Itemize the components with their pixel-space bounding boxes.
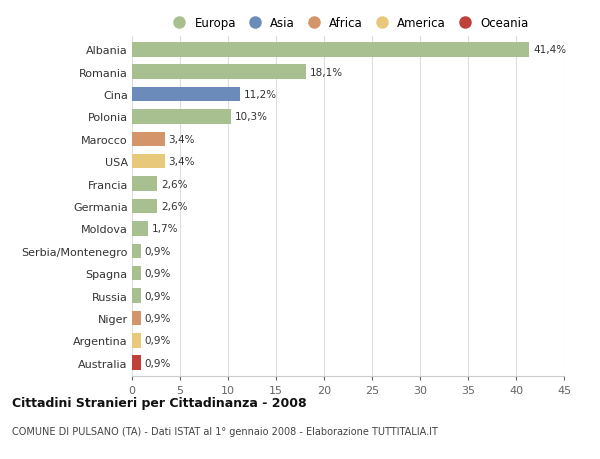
Bar <box>132 132 164 147</box>
Legend: Europa, Asia, Africa, America, Oceania: Europa, Asia, Africa, America, Oceania <box>164 14 532 34</box>
Bar <box>132 289 140 303</box>
Bar <box>132 266 140 281</box>
Text: 0,9%: 0,9% <box>145 269 171 279</box>
Text: 10,3%: 10,3% <box>235 112 268 122</box>
Bar <box>132 177 157 191</box>
Bar <box>132 199 157 214</box>
Text: 2,6%: 2,6% <box>161 202 187 212</box>
Bar <box>132 311 140 325</box>
Text: 2,6%: 2,6% <box>161 179 187 189</box>
Text: 11,2%: 11,2% <box>244 90 277 100</box>
Bar <box>132 65 306 80</box>
Bar <box>132 222 148 236</box>
Text: 3,4%: 3,4% <box>169 134 195 145</box>
Bar <box>132 244 140 258</box>
Text: 1,7%: 1,7% <box>152 224 179 234</box>
Bar <box>132 43 529 57</box>
Bar <box>132 110 231 124</box>
Text: 41,4%: 41,4% <box>533 45 566 55</box>
Text: 0,9%: 0,9% <box>145 313 171 323</box>
Text: COMUNE DI PULSANO (TA) - Dati ISTAT al 1° gennaio 2008 - Elaborazione TUTTITALIA: COMUNE DI PULSANO (TA) - Dati ISTAT al 1… <box>12 426 438 436</box>
Bar <box>132 155 164 169</box>
Bar <box>132 356 140 370</box>
Bar <box>132 88 239 102</box>
Text: Cittadini Stranieri per Cittadinanza - 2008: Cittadini Stranieri per Cittadinanza - 2… <box>12 396 307 409</box>
Text: 0,9%: 0,9% <box>145 336 171 346</box>
Text: 0,9%: 0,9% <box>145 291 171 301</box>
Text: 0,9%: 0,9% <box>145 246 171 256</box>
Text: 18,1%: 18,1% <box>310 67 343 78</box>
Bar <box>132 333 140 348</box>
Text: 0,9%: 0,9% <box>145 358 171 368</box>
Text: 3,4%: 3,4% <box>169 157 195 167</box>
